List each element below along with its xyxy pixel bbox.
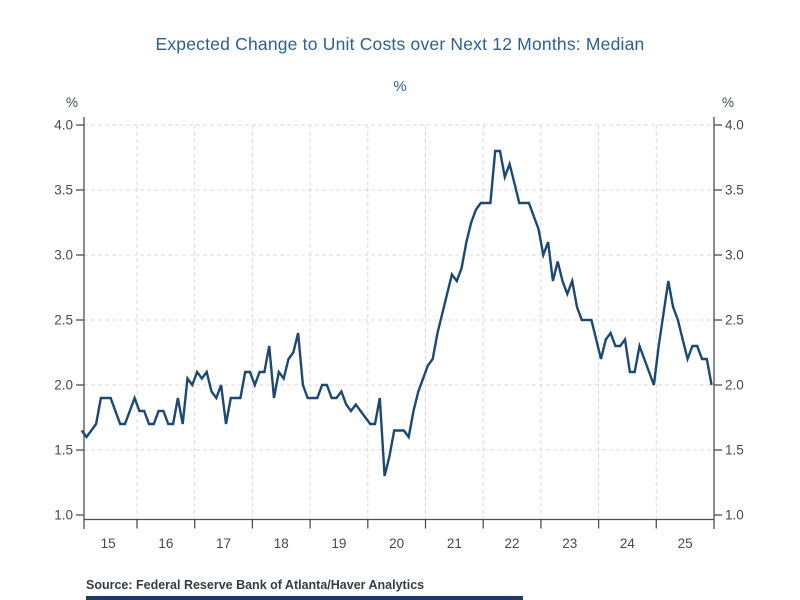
chart-title: Expected Change to Unit Costs over Next … (155, 34, 645, 54)
x-tick-label: 20 (389, 536, 404, 551)
y-tick-label-right: 1.0 (725, 508, 744, 523)
x-tick-label: 24 (620, 536, 636, 551)
y-tick-label-left: 2.0 (54, 378, 73, 393)
data-line (80, 149, 713, 477)
y-tick-label-right: 2.0 (725, 378, 744, 393)
x-tick-label: 25 (678, 536, 693, 551)
right-axis-unit-label: % (722, 95, 735, 110)
y-tick-label-right: 1.5 (725, 443, 744, 458)
x-tick-label: 23 (562, 536, 577, 551)
chart-unit-subtitle: % (393, 78, 407, 95)
x-tick-label: 17 (216, 536, 231, 551)
y-tick-label-right: 3.5 (725, 183, 744, 198)
y-tick-label-left: 2.5 (54, 313, 73, 328)
y-tick-label-right: 3.0 (725, 248, 744, 263)
left-axis-unit-label: % (65, 95, 78, 110)
y-tick-label-left: 1.0 (54, 508, 73, 523)
x-tick-label: 16 (158, 536, 173, 551)
y-tick-label-left: 3.0 (54, 248, 73, 263)
x-tick-label: 18 (274, 536, 289, 551)
y-tick-label-left: 3.5 (54, 183, 73, 198)
x-tick-label: 22 (505, 536, 520, 551)
x-tick-label: 19 (331, 536, 346, 551)
x-tick-label: 15 (101, 536, 116, 551)
y-tick-label-left: 1.5 (54, 443, 73, 458)
source-attribution: Source: Federal Reserve Bank of Atlanta/… (86, 578, 425, 592)
y-tick-label-right: 2.5 (725, 313, 744, 328)
footer-accent-bar (86, 596, 523, 600)
y-tick-label-right: 4.0 (725, 118, 744, 133)
y-tick-label-left: 4.0 (54, 118, 73, 133)
x-tick-label: 21 (447, 536, 462, 551)
